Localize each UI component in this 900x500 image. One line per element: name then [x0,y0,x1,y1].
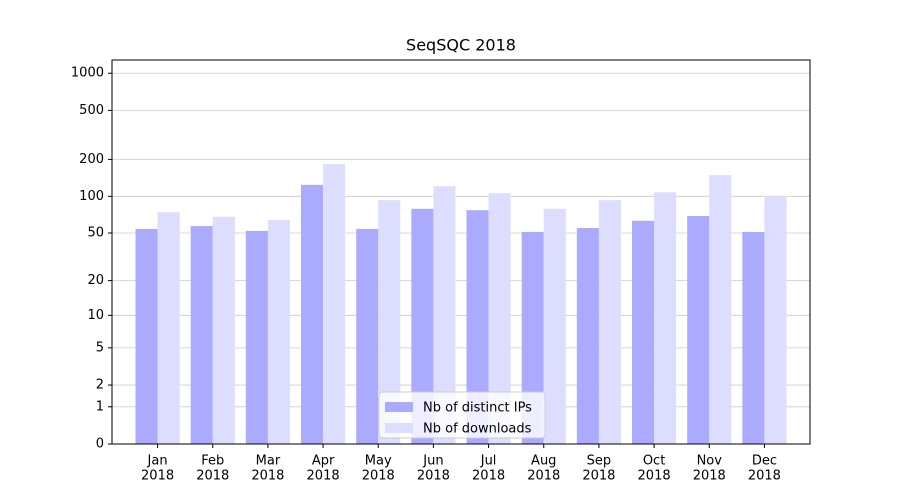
bar [543,208,566,444]
y-tick-label: 2 [96,378,104,393]
y-tick-label: 1000 [71,66,104,81]
x-tick-label: 2018 [196,469,229,484]
y-tick-label: 200 [79,152,104,167]
bar [356,228,379,444]
bar [135,228,158,444]
y-tick-label: 10 [87,308,104,323]
plot-frame [111,59,811,445]
x-tick-label: Feb [201,454,224,469]
y-tick-label: 50 [87,225,104,240]
bar [488,193,511,444]
legend-box [378,391,546,439]
bar [190,226,213,444]
bar [598,200,621,444]
x-tick-label: Aug [531,454,556,469]
x-tick-label: Jan [147,454,168,469]
x-tick-label: 2018 [582,469,615,484]
bar [632,220,655,444]
x-tick-label: Apr [312,454,335,469]
bar [709,175,732,445]
bar [687,216,710,444]
legend-swatch [385,423,413,433]
x-tick-label: Nov [697,454,723,469]
x-tick-label: Jun [422,454,443,469]
x-tick-label: Oct [643,454,665,469]
bar [301,184,324,445]
y-tick-label: 100 [79,189,104,204]
legend-swatch [385,402,413,412]
bar [245,230,268,444]
legend-label: Nb of downloads [423,422,532,437]
x-tick-label: May [365,454,392,469]
bar [576,227,599,444]
x-tick-label: 2018 [251,469,284,484]
y-tick-label: 500 [79,103,104,118]
x-tick-label: 2018 [472,469,505,484]
bar [267,219,290,444]
bar [742,231,765,444]
x-tick-label: 2018 [527,469,560,484]
y-tick-label: 5 [96,340,104,355]
x-tick-label: 2018 [693,469,726,484]
x-tick-label: 2018 [362,469,395,484]
y-tick-label: 20 [87,273,104,288]
x-tick-label: 2018 [417,469,450,484]
x-tick-label: Jul [480,454,497,469]
bar [654,192,677,444]
bar [157,212,180,444]
legend-label: Nb of distinct IPs [423,401,532,416]
x-tick-label: Dec [752,454,777,469]
x-tick-label: 2018 [307,469,340,484]
y-tick-label: 1 [96,399,104,414]
bar [323,164,346,444]
x-tick-label: 2018 [638,469,671,484]
x-tick-label: 2018 [748,469,781,484]
bar [521,231,544,444]
bar [411,208,434,444]
bar [433,186,456,444]
bar [764,196,787,444]
chart-title: SeqSQC 2018 [406,36,516,55]
bar [212,216,235,444]
y-tick-label: 0 [96,437,104,452]
x-tick-label: 2018 [141,469,174,484]
x-tick-label: Sep [587,454,612,469]
x-tick-label: Mar [256,454,281,469]
bar [378,200,401,444]
bar [466,210,489,444]
